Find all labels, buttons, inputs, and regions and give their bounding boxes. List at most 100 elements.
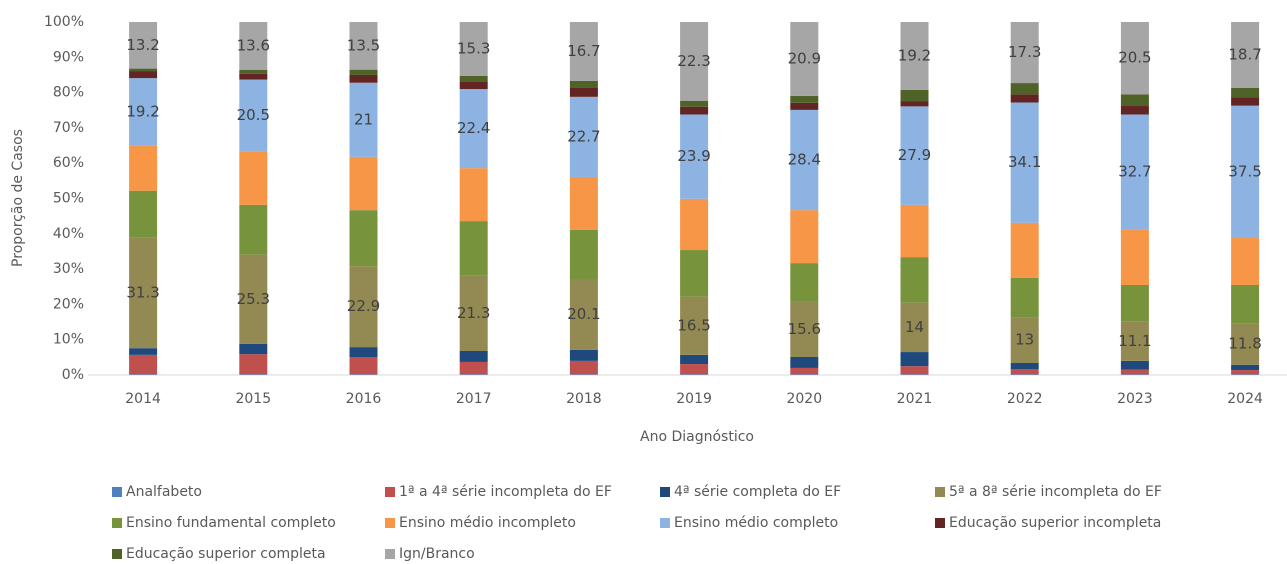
x-tick-label: 2019 [676,391,712,407]
bar-segment [1231,364,1260,371]
bar-segment [239,70,268,74]
value-label: 11.1 [1118,332,1151,350]
bar-segment [790,263,819,302]
y-tick-label: 80% [53,85,84,101]
bar-segment [349,22,378,70]
value-label: 14 [905,318,924,336]
bar-segment [1120,360,1149,370]
value-label: 19.2 [898,46,931,64]
legend-swatch [112,518,122,528]
bar-segment [129,71,158,79]
bar-segment [680,250,709,297]
y-tick-label: 20% [53,296,84,312]
value-label: 13 [1015,331,1034,349]
x-tick-label: 2015 [235,391,271,407]
value-label: 22.4 [457,119,490,137]
x-tick-label: 2017 [456,391,492,407]
y-tick-label: 90% [53,49,84,65]
x-tick-label: 2020 [786,391,822,407]
bar-segment [349,156,378,211]
bar-segment [129,348,158,355]
value-label: 16.7 [567,42,600,60]
bar-segment [900,101,929,107]
bar-segment [1010,222,1039,278]
bar-segment [790,210,819,264]
bar-segment [680,106,709,115]
bar-segment [129,237,158,349]
value-label: 31.3 [126,283,159,301]
value-label: 15.3 [457,40,490,58]
y-tick-label: 30% [53,261,84,277]
y-tick-label: 100% [44,14,84,30]
bar-segment [459,89,488,169]
value-label: 20.9 [788,49,821,67]
bar-segment [900,257,929,303]
bar-segment [1231,238,1260,285]
legend-swatch [935,487,945,497]
bar-segment [680,364,709,375]
bar-segment [239,73,268,80]
bar-segment [790,22,819,96]
bar-segment [569,229,598,279]
bar-segment [239,254,268,344]
legend-label: Ensino médio completo [674,515,838,531]
bar-segment [900,106,929,205]
bar-segment [790,374,819,375]
bar-segment [459,81,488,90]
bar-segment [239,354,268,375]
bar-segment [1010,374,1039,375]
bar-segment [569,96,598,177]
bar-segment [1120,94,1149,107]
x-tick-label: 2014 [125,391,161,407]
bar-segment [239,343,268,355]
bar-segment [239,22,268,71]
y-tick-label: 70% [53,120,84,136]
bar-segment [1120,22,1149,95]
bar-segment [459,361,488,375]
bar-segment [1010,22,1039,84]
legend-swatch [112,487,122,497]
legend-label: 4ª série completa do EF [674,484,841,500]
value-label: 20.5 [1118,49,1151,67]
bar-segment [680,114,709,199]
value-label: 21 [354,110,373,128]
bar-segment [790,367,819,375]
bar-segment [790,301,819,357]
legend-swatch [385,518,395,528]
legend-label: 1ª a 4ª série incompleta do EF [399,484,612,500]
y-tick-label: 0% [62,367,84,383]
legend-swatch [935,518,945,528]
bar-segment [569,22,598,81]
bar-segment [1120,321,1149,361]
x-tick-label: 2024 [1227,391,1263,407]
y-tick-label: 40% [53,226,84,242]
bar-segment [1231,323,1260,365]
bar-segment [129,22,158,69]
x-tick-label: 2022 [1007,391,1043,407]
bar-segment [129,145,158,191]
y-tick-label: 50% [53,191,84,207]
bar-segment [459,275,488,351]
bar-segment [349,266,378,348]
legend-label: 5ª a 8ª série incompleta do EF [949,484,1162,500]
bar-segment [1231,370,1260,375]
value-label: 17.3 [1008,43,1041,61]
value-label: 32.7 [1118,163,1151,181]
bar-segment [129,78,158,146]
bar-segment [239,204,268,255]
bar-segment [1231,284,1260,324]
value-label: 37.5 [1228,162,1261,180]
bar-segment [680,354,709,365]
bar-segment [680,100,709,107]
bar-segment [569,360,598,375]
value-label: 28.4 [788,151,821,169]
value-label: 13.6 [237,37,270,55]
bar-segment [1120,106,1149,115]
bar-segment [1010,94,1039,103]
legend-swatch [660,487,670,497]
value-label: 34.1 [1008,153,1041,171]
legend-label: Ensino fundamental completo [126,515,336,531]
bar-segment [239,79,268,152]
value-label: 27.9 [898,146,931,164]
